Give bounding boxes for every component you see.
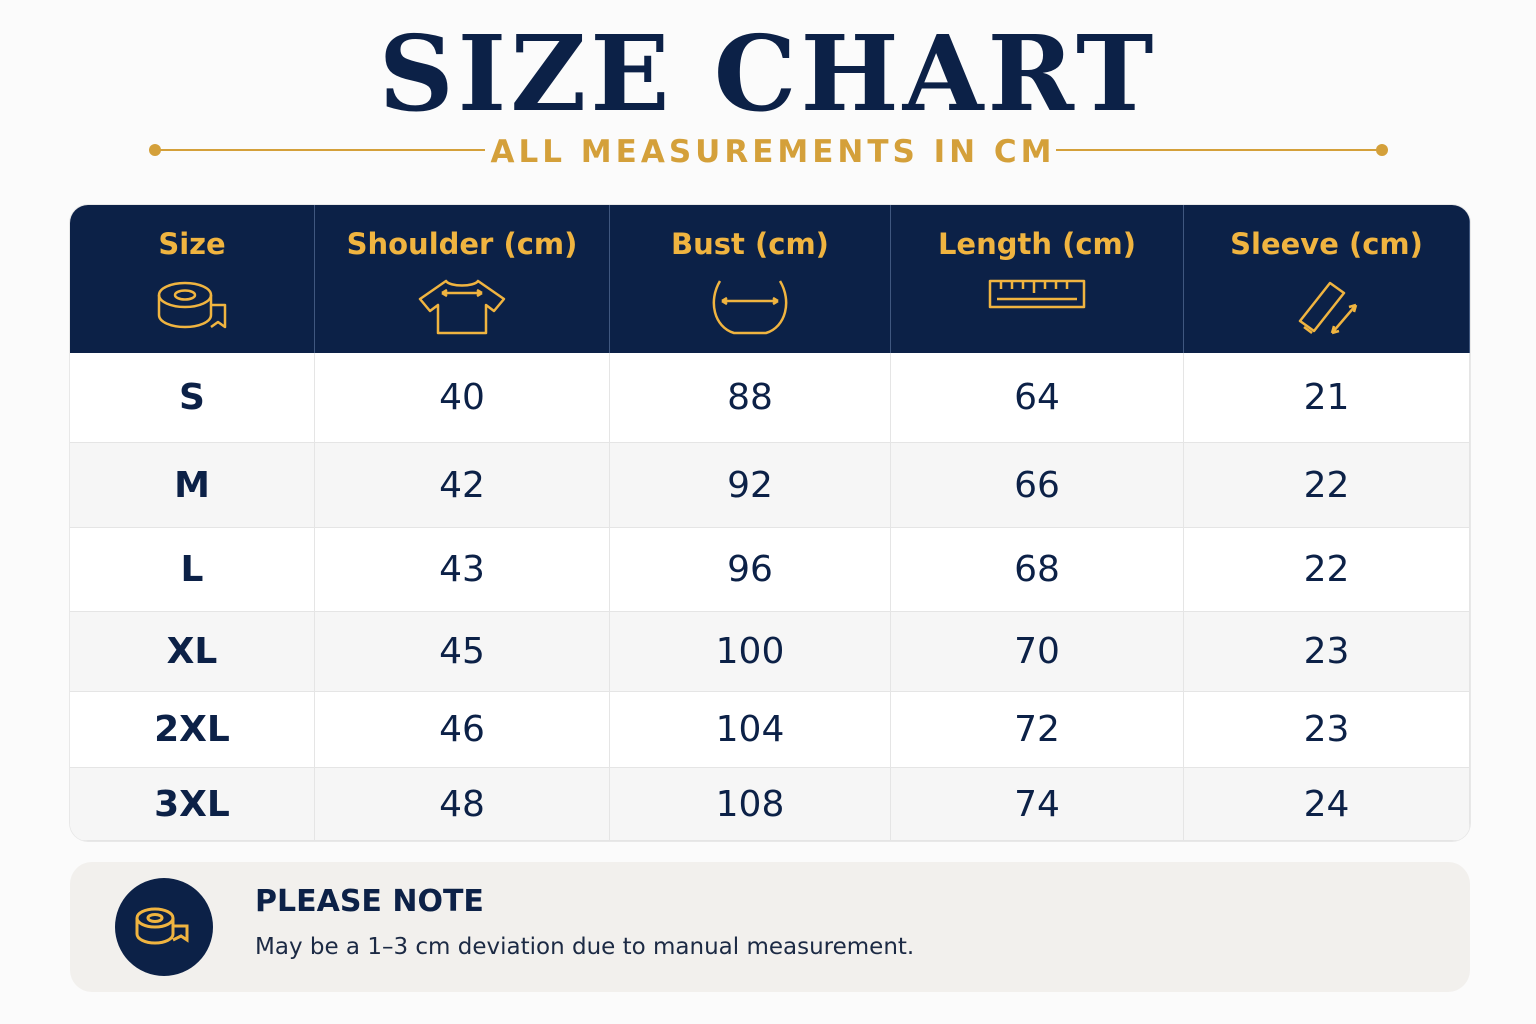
size-table: Size Shoulder (cm) Bust (cm) Length (cm) Sle…: [70, 205, 1470, 841]
value-cell: 22: [1184, 528, 1470, 612]
value-cell: 23: [1184, 612, 1470, 692]
column-icon: [157, 281, 227, 329]
value-cell: 104: [610, 692, 891, 768]
size-cell: 2XL: [70, 692, 315, 768]
size-cell: L: [70, 528, 315, 612]
column-icon: [418, 279, 506, 335]
size-cell: S: [70, 353, 315, 443]
value-cell: 64: [891, 353, 1184, 443]
value-cell: 22: [1184, 443, 1470, 528]
column-header-text: Shoulder (cm): [346, 227, 578, 261]
column-header-text: Size: [158, 227, 226, 261]
column-icon: [988, 279, 1086, 309]
column-icon: [712, 280, 788, 335]
column-header-text: Bust (cm): [671, 227, 829, 261]
subtitle: ALL MEASUREMENTS IN CM: [490, 134, 1056, 170]
column-header-text: Sleeve (cm): [1230, 227, 1423, 261]
subtitle-rule: [149, 144, 1388, 156]
value-cell: 48: [315, 768, 610, 841]
title: SIZE CHART: [378, 12, 1158, 135]
column-header: Length (cm): [891, 205, 1184, 353]
column-header: Shoulder (cm): [315, 205, 610, 353]
column-header: Bust (cm): [610, 205, 891, 353]
note-box: PLEASE NOTE May be a 1–3 cm deviation du…: [70, 862, 1470, 992]
value-cell: 68: [891, 528, 1184, 612]
value-cell: 72: [891, 692, 1184, 768]
note-text: May be a 1–3 cm deviation due to manual …: [255, 934, 915, 960]
value-cell: 96: [610, 528, 891, 612]
size-cell: 3XL: [70, 768, 315, 841]
value-cell: 70: [891, 612, 1184, 692]
value-cell: 45: [315, 612, 610, 692]
column-header: Sleeve (cm): [1184, 205, 1470, 353]
value-cell: 23: [1184, 692, 1470, 768]
column-header: Size: [70, 205, 315, 353]
size-cell: XL: [70, 612, 315, 692]
size-cell: M: [70, 443, 315, 528]
value-cell: 108: [610, 768, 891, 841]
value-cell: 40: [315, 353, 610, 443]
value-cell: 74: [891, 768, 1184, 841]
value-cell: 43: [315, 528, 610, 612]
value-cell: 42: [315, 443, 610, 528]
value-cell: 92: [610, 443, 891, 528]
note-title: PLEASE NOTE: [255, 884, 484, 919]
value-cell: 24: [1184, 768, 1470, 841]
column-header-text: Length (cm): [937, 227, 1137, 261]
value-cell: 88: [610, 353, 891, 443]
value-cell: 46: [315, 692, 610, 768]
column-icon: [1298, 281, 1357, 335]
value-cell: 66: [891, 443, 1184, 528]
note-icon: [115, 878, 213, 976]
value-cell: 21: [1184, 353, 1470, 443]
value-cell: 100: [610, 612, 891, 692]
